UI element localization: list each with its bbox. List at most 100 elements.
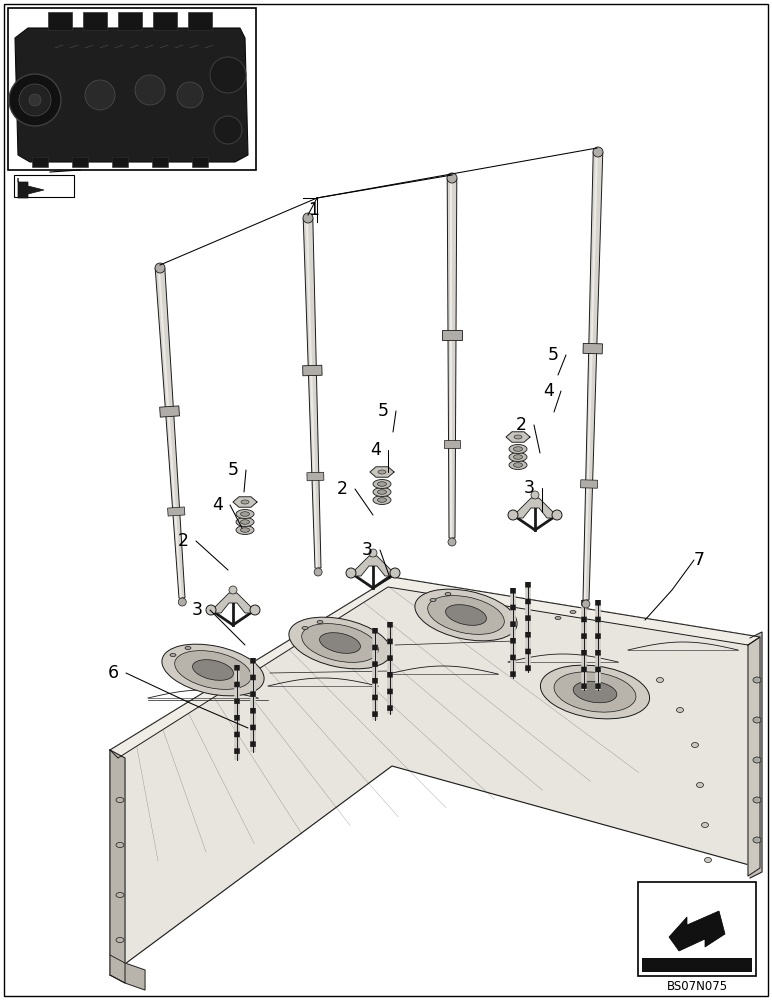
Ellipse shape: [753, 837, 761, 843]
Circle shape: [229, 586, 237, 594]
Ellipse shape: [509, 460, 527, 470]
Ellipse shape: [702, 822, 709, 828]
Text: 4: 4: [543, 382, 554, 400]
Polygon shape: [447, 178, 457, 538]
Circle shape: [369, 549, 377, 557]
Circle shape: [206, 605, 216, 615]
Circle shape: [552, 510, 562, 520]
Text: 3: 3: [362, 541, 373, 559]
Circle shape: [582, 600, 590, 608]
Polygon shape: [506, 432, 530, 442]
Ellipse shape: [116, 892, 124, 898]
Bar: [112, 157, 128, 167]
Bar: [153, 12, 177, 30]
Ellipse shape: [705, 857, 712, 862]
Text: BS07N075: BS07N075: [666, 980, 727, 992]
Circle shape: [593, 147, 603, 157]
Text: 5: 5: [548, 346, 559, 364]
Ellipse shape: [373, 480, 391, 488]
Ellipse shape: [676, 708, 683, 712]
Ellipse shape: [241, 500, 249, 504]
Ellipse shape: [656, 678, 663, 682]
Circle shape: [210, 57, 246, 93]
Ellipse shape: [513, 455, 523, 459]
Polygon shape: [18, 178, 44, 198]
Ellipse shape: [373, 495, 391, 504]
Bar: [188, 12, 212, 30]
Polygon shape: [110, 955, 145, 990]
Ellipse shape: [236, 510, 254, 518]
Ellipse shape: [116, 842, 124, 848]
Ellipse shape: [445, 592, 451, 595]
Ellipse shape: [753, 677, 761, 683]
Polygon shape: [444, 440, 460, 448]
Text: 6: 6: [108, 664, 119, 682]
Bar: [83, 12, 107, 30]
Bar: [48, 12, 72, 30]
Text: 5: 5: [378, 402, 389, 420]
Polygon shape: [168, 507, 185, 516]
Polygon shape: [160, 406, 179, 417]
Circle shape: [390, 568, 400, 578]
Ellipse shape: [415, 589, 517, 641]
Ellipse shape: [753, 717, 761, 723]
Polygon shape: [642, 958, 752, 972]
Text: 5: 5: [228, 461, 239, 479]
Bar: [638, 882, 756, 976]
Bar: [8, 8, 256, 170]
Ellipse shape: [236, 526, 254, 534]
Polygon shape: [303, 218, 321, 568]
Ellipse shape: [696, 782, 703, 788]
Circle shape: [214, 116, 242, 144]
Ellipse shape: [513, 463, 523, 467]
Circle shape: [177, 82, 203, 108]
Text: 2: 2: [516, 416, 527, 434]
Ellipse shape: [174, 651, 252, 689]
Ellipse shape: [555, 616, 561, 619]
Circle shape: [314, 568, 322, 576]
Text: 3: 3: [524, 479, 535, 497]
Polygon shape: [208, 593, 258, 613]
Polygon shape: [110, 577, 760, 975]
Circle shape: [531, 491, 539, 499]
Polygon shape: [110, 750, 125, 983]
Ellipse shape: [162, 644, 264, 696]
Polygon shape: [442, 330, 462, 340]
Ellipse shape: [514, 435, 522, 439]
Text: 2: 2: [178, 532, 189, 550]
Circle shape: [250, 605, 260, 615]
Ellipse shape: [445, 605, 486, 625]
Circle shape: [448, 538, 456, 546]
Circle shape: [85, 80, 115, 110]
Polygon shape: [581, 480, 598, 488]
Bar: [152, 157, 168, 167]
Circle shape: [29, 94, 41, 106]
Polygon shape: [583, 152, 603, 600]
Ellipse shape: [116, 938, 124, 942]
Ellipse shape: [241, 528, 249, 532]
Ellipse shape: [378, 490, 387, 494]
Ellipse shape: [378, 482, 387, 486]
Bar: [14, 175, 74, 197]
Text: 4: 4: [370, 441, 381, 459]
Ellipse shape: [573, 681, 617, 703]
Ellipse shape: [241, 512, 249, 516]
Ellipse shape: [570, 610, 576, 613]
Ellipse shape: [509, 444, 527, 454]
Text: 1: 1: [308, 201, 319, 219]
Circle shape: [303, 213, 313, 223]
Ellipse shape: [185, 647, 191, 650]
Polygon shape: [370, 467, 394, 477]
Circle shape: [447, 173, 457, 183]
Ellipse shape: [320, 633, 361, 653]
Text: 2: 2: [337, 480, 348, 498]
Ellipse shape: [170, 654, 176, 656]
Polygon shape: [307, 472, 324, 481]
Bar: [118, 12, 142, 30]
Ellipse shape: [378, 498, 387, 502]
Polygon shape: [669, 911, 725, 951]
Polygon shape: [348, 556, 398, 576]
Ellipse shape: [540, 665, 649, 719]
Polygon shape: [155, 268, 185, 598]
Polygon shape: [583, 343, 602, 354]
